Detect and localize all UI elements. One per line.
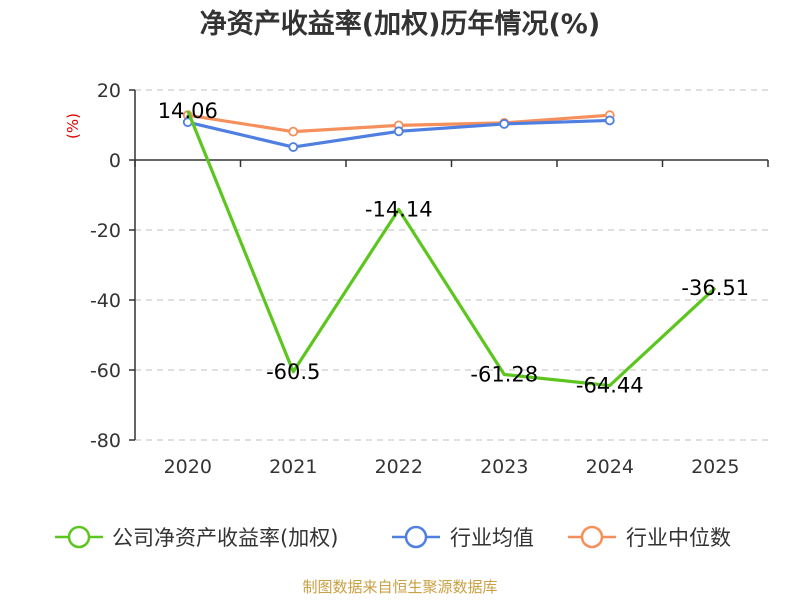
y-tick-label: 0 xyxy=(109,150,121,172)
data-label: -61.28 xyxy=(470,362,538,386)
series-point xyxy=(288,126,299,137)
grid-lines xyxy=(135,89,768,441)
x-tick-label: 2024 xyxy=(586,456,634,478)
legend-swatch-marker xyxy=(67,525,91,549)
data-labels: 14.06 -60.5 -14.14 -61.28 -64.44 -36.51 xyxy=(158,99,749,398)
chart-title: 净资产收益率(加权)历年情况(%) xyxy=(200,8,600,40)
series-line xyxy=(186,110,717,388)
y-tick-label: -20 xyxy=(90,220,121,242)
data-label: -14.14 xyxy=(365,197,433,221)
y-tick-label: 20 xyxy=(97,80,121,102)
series-point xyxy=(604,115,615,126)
series-point xyxy=(288,142,299,152)
legend-label: 公司净资产收益率(加权) xyxy=(112,526,338,550)
data-label: 14.06 xyxy=(158,99,218,123)
legend-label: 行业中位数 xyxy=(626,526,731,550)
x-tick-label: 2022 xyxy=(375,456,423,478)
series-lines xyxy=(182,110,717,388)
axes: 20 0 -20 -40 -60 -80 2020 2021 2022 2023 2024 2025 xyxy=(90,80,769,478)
data-label: -60.5 xyxy=(266,360,320,384)
x-tick-label: 2025 xyxy=(691,456,739,478)
series-point xyxy=(499,119,510,129)
x-tick-label: 2020 xyxy=(164,456,212,478)
y-unit-label: (%) xyxy=(64,113,82,139)
source-note: 制图数据来自恒生聚源数据库 xyxy=(302,578,497,596)
y-tick-label: -60 xyxy=(90,360,121,382)
y-tick-label: -40 xyxy=(90,290,121,312)
legend: 公司净资产收益率(加权) 行业均值 行业中位数 xyxy=(55,525,731,550)
x-tick-label: 2021 xyxy=(269,456,317,478)
series-point xyxy=(393,126,404,137)
x-tick-label: 2023 xyxy=(480,456,528,478)
data-label: -36.51 xyxy=(681,276,749,300)
data-label: -64.44 xyxy=(576,374,644,398)
legend-label: 行业均值 xyxy=(450,526,534,550)
y-tick-label: -80 xyxy=(90,430,121,452)
legend-swatch-marker xyxy=(580,525,604,549)
legend-swatch-marker xyxy=(404,525,428,549)
